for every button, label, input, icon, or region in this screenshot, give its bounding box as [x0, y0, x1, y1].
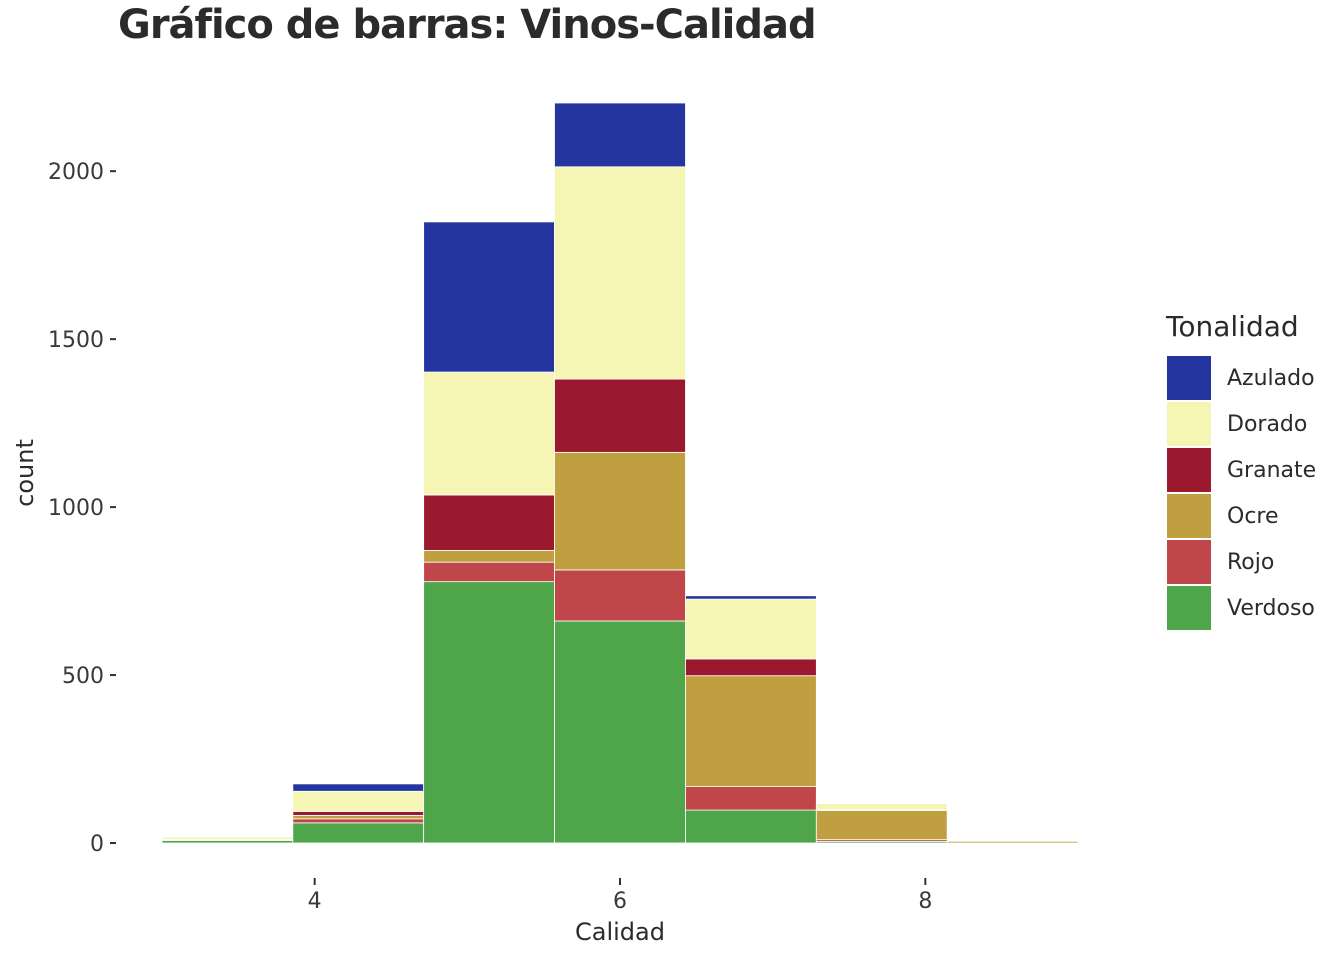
bar-segment-rojo — [554, 569, 686, 622]
legend-label: Rojo — [1227, 549, 1275, 575]
y-axis-title: count — [11, 439, 39, 507]
legend-item-dorado: Dorado — [1166, 401, 1316, 447]
legend-swatch — [1166, 585, 1212, 631]
x-axis: 4 6 8 — [308, 878, 932, 914]
legend-label: Granate — [1227, 457, 1317, 483]
x-axis-title: Calidad — [575, 918, 665, 946]
legend: Tonalidad Azulado Dorado Granate Ocre Rojo Ve… — [1166, 310, 1316, 631]
bar-segment-ocre — [292, 815, 425, 820]
y-tick-label: 1000 — [48, 496, 104, 521]
y-tick-label: 2000 — [48, 160, 104, 185]
bar-segment-ocre — [554, 451, 686, 571]
legend-item-azulado: Azulado — [1166, 355, 1316, 401]
legend-swatch — [1166, 447, 1212, 493]
bar-segment-azulado — [292, 783, 425, 792]
legend-swatch — [1166, 493, 1212, 539]
legend-label: Verdoso — [1227, 595, 1315, 621]
legend-swatch — [1166, 401, 1212, 447]
legend-title: Tonalidad — [1166, 310, 1299, 343]
bar-segment-granate — [554, 378, 686, 453]
legend-item-ocre: Ocre — [1166, 493, 1316, 539]
y-axis: 0 500 1000 1500 2000 — [48, 160, 116, 857]
legend-swatch — [1166, 539, 1212, 585]
bar-segment-rojo — [685, 786, 817, 811]
bar-segment-dorado — [685, 598, 817, 660]
bar-segment-dorado — [554, 166, 686, 380]
bars-layer — [161, 102, 1079, 844]
legend-items: Azulado Dorado Granate Ocre Rojo Verdoso — [1166, 355, 1316, 631]
bar-segment-ocre — [423, 550, 555, 563]
y-tick-label: 0 — [90, 832, 104, 857]
legend-swatch — [1166, 355, 1212, 401]
bar-segment-ocre — [946, 840, 1079, 844]
bar-segment-granate — [292, 811, 425, 816]
legend-label: Ocre — [1227, 503, 1279, 529]
legend-label: Azulado — [1227, 365, 1315, 391]
x-tick-label: 8 — [918, 889, 932, 914]
chart-title: Gráfico de barras: Vinos-Calidad — [118, 2, 817, 48]
bar-segment-verdoso — [685, 809, 817, 844]
bar-segment-verdoso — [554, 620, 686, 844]
bar-segment-dorado — [815, 803, 948, 811]
bar-segment-ocre — [815, 810, 948, 841]
bar-segment-dorado — [292, 790, 425, 812]
x-tick-label: 6 — [613, 889, 627, 914]
bar-segment-verdoso — [292, 822, 425, 844]
y-tick-label: 500 — [62, 664, 104, 689]
bar-segment-azulado — [554, 102, 686, 168]
bar-segment-ocre — [685, 675, 817, 787]
bar-segment-azulado — [161, 835, 294, 838]
bar-segment-verdoso — [423, 581, 555, 844]
legend-item-rojo: Rojo — [1166, 539, 1316, 585]
bar-segment-granate — [423, 494, 555, 551]
bar-segment-azulado — [423, 221, 555, 373]
legend-item-verdoso: Verdoso — [1166, 585, 1316, 631]
x-tick-label: 4 — [308, 889, 322, 914]
bar-segment-granate — [685, 658, 817, 677]
bar-segment-azulado — [685, 595, 817, 600]
bar-segment-rojo — [292, 818, 425, 824]
bar-segment-rojo — [423, 561, 555, 583]
y-tick-label: 1500 — [48, 328, 104, 353]
bar-segment-dorado — [423, 371, 555, 496]
legend-item-granate: Granate — [1166, 447, 1316, 493]
legend-label: Dorado — [1227, 411, 1308, 437]
